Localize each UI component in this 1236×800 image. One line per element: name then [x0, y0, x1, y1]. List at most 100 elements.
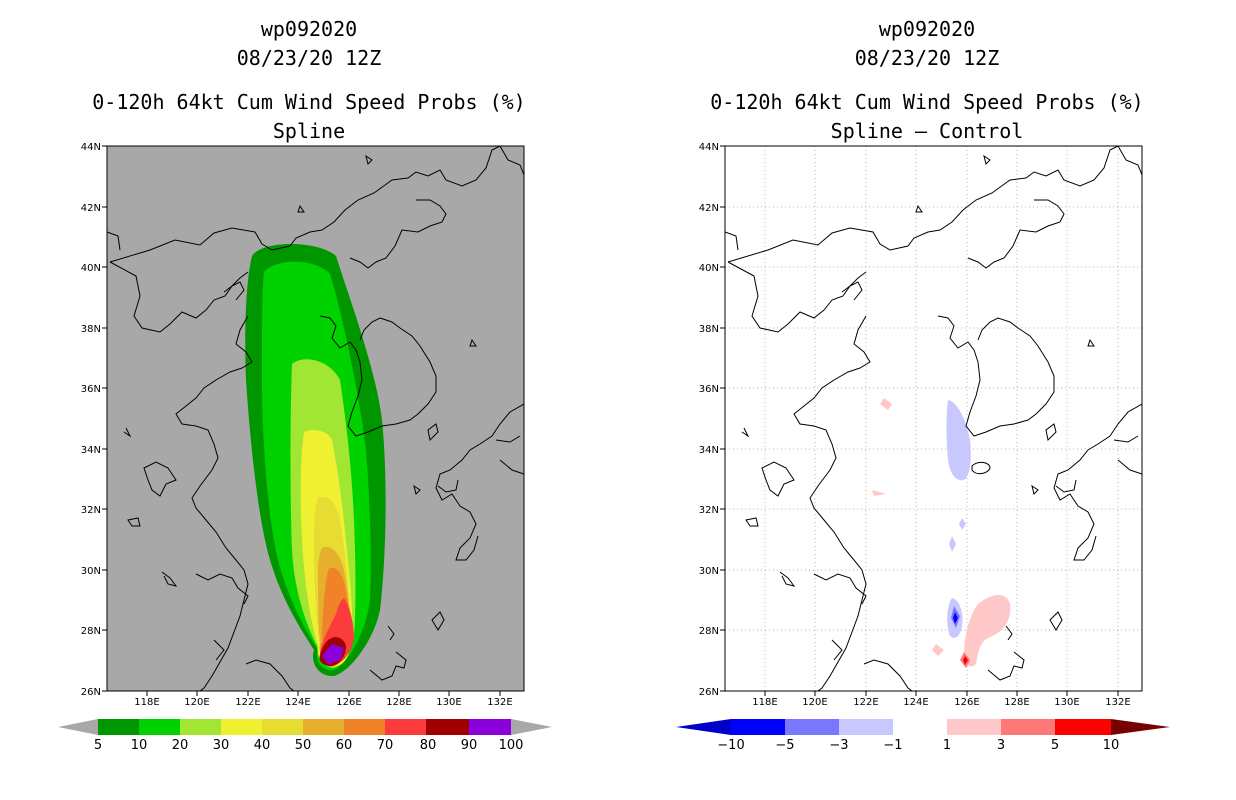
- colorbar-label: 40: [254, 738, 271, 753]
- spline-map: 26N 28N 30N 32N 34N 36N 38N 40N 42N 44N …: [58, 142, 552, 753]
- lon-label: 124E: [903, 697, 928, 708]
- lon-label: 118E: [752, 697, 777, 708]
- map-frame: [724, 145, 1143, 692]
- lat-label: 44N: [699, 142, 719, 153]
- diff-negative-region: [953, 612, 958, 624]
- lon-label: 122E: [853, 697, 878, 708]
- colorbar-label: 70: [377, 738, 394, 753]
- map-background: [725, 146, 1142, 691]
- lat-label: 40N: [81, 263, 101, 274]
- lat-label: 40N: [699, 263, 719, 274]
- colorbar-swatch: [180, 719, 221, 735]
- colorbar: 5 10 20 30 40 50 60 70 80 90 100: [58, 719, 552, 753]
- lon-axis: 118E 120E 122E 124E 126E 128E 130E 132E: [752, 691, 1131, 708]
- colorbar-label: 20: [172, 738, 189, 753]
- colorbar-over-arrow: [1111, 719, 1170, 735]
- colorbar-label: 3: [997, 738, 1005, 753]
- lon-label: 120E: [802, 697, 827, 708]
- datetime-label: 08/23/20 12Z: [854, 46, 1000, 70]
- colorbar-label: 10: [1103, 738, 1120, 753]
- lon-axis: 118E 120E 122E 124E 126E 128E 130E 132E: [134, 691, 513, 708]
- lat-label: 42N: [81, 203, 101, 214]
- lat-axis: 26N 28N 30N 32N 34N 36N 38N 40N 42N 44N: [699, 142, 725, 698]
- colorbar-label: 5: [94, 738, 102, 753]
- colorbar-swatch: [426, 719, 469, 735]
- coastline: [725, 146, 1142, 691]
- colorbar-swatch: [469, 719, 511, 735]
- lat-label: 26N: [699, 687, 719, 698]
- diff-positive-region: [964, 594, 1011, 667]
- colorbar-swatch: [785, 719, 839, 735]
- colorbar-swatch: [344, 719, 385, 735]
- diff-negative-region: [946, 400, 971, 481]
- colorbar-swatch: [262, 719, 303, 735]
- prob-contour-90: [322, 644, 344, 664]
- colorbar-label: −3: [829, 738, 848, 753]
- diff-positive-region: [872, 490, 886, 496]
- colorbar-label: 100: [499, 738, 524, 753]
- colorbar-over-arrow: [511, 719, 552, 735]
- lat-label: 42N: [699, 203, 719, 214]
- colorbar-swatch: [1055, 719, 1111, 735]
- panel-title: 0-120h 64kt Cum Wind Speed Probs (%): [710, 90, 1144, 114]
- lat-axis: 26N 28N 30N 32N 34N 36N 38N 40N 42N 44N: [81, 142, 107, 698]
- panel-subtitle: Spline – Control: [830, 119, 1024, 143]
- lat-label: 30N: [699, 566, 719, 577]
- datetime-label: 08/23/20 12Z: [236, 46, 382, 70]
- lon-label: 132E: [1105, 697, 1130, 708]
- colorbar-swatch: [1001, 719, 1055, 735]
- colorbar-swatch: [221, 719, 262, 735]
- colorbar-label: 1: [943, 738, 951, 753]
- colorbar-swatch: [839, 719, 893, 735]
- colorbar: −10 −5 −3 −1 1 3 5 10: [676, 719, 1170, 753]
- colorbar-under-arrow: [676, 719, 731, 735]
- colorbar-label: 30: [213, 738, 230, 753]
- lat-label: 32N: [81, 505, 101, 516]
- colorbar-swatch: [139, 719, 180, 735]
- lat-label: 36N: [81, 384, 101, 395]
- lon-label: 128E: [1004, 697, 1029, 708]
- lon-label: 128E: [386, 697, 411, 708]
- diff-positive-region: [880, 398, 892, 410]
- colorbar-label: 90: [461, 738, 478, 753]
- lat-label: 30N: [81, 566, 101, 577]
- diff-negative-region: [959, 518, 966, 530]
- panel-subtitle: Spline: [272, 119, 346, 143]
- colorbar-label: 5: [1051, 738, 1059, 753]
- storm-id-label: wp092020: [260, 17, 358, 41]
- map-frame: [106, 145, 525, 692]
- panel-title: 0-120h 64kt Cum Wind Speed Probs (%): [92, 90, 526, 114]
- coastline: [107, 146, 524, 691]
- diff-negative-region: [949, 536, 956, 552]
- lon-label: 124E: [285, 697, 310, 708]
- lon-label: 130E: [436, 697, 461, 708]
- colorbar-label: 50: [295, 738, 312, 753]
- storm-id-label: wp092020: [878, 17, 976, 41]
- colorbar-label: 80: [420, 738, 437, 753]
- diff-positive-region: [932, 644, 944, 656]
- colorbar-label: −5: [775, 738, 794, 753]
- lon-label: 126E: [954, 697, 979, 708]
- colorbar-swatch: [893, 719, 947, 735]
- lat-label: 26N: [81, 687, 101, 698]
- colorbar-label: −1: [883, 738, 902, 753]
- lat-label: 36N: [699, 384, 719, 395]
- lat-label: 28N: [699, 626, 719, 637]
- lat-label: 34N: [81, 445, 101, 456]
- lat-label: 38N: [699, 324, 719, 335]
- colorbar-swatch: [98, 719, 139, 735]
- colorbar-label: 10: [131, 738, 148, 753]
- difference-panel: wp092020 08/23/20 12Z 0-120h 64kt Cum Wi…: [618, 0, 1236, 800]
- lat-label: 44N: [81, 142, 101, 153]
- colorbar-label: −10: [717, 738, 744, 753]
- colorbar-swatch: [303, 719, 344, 735]
- colorbar-label: 60: [336, 738, 353, 753]
- spline-panel: wp092020 08/23/20 12Z 0-120h 64kt Cum Wi…: [58, 17, 552, 753]
- lat-label: 32N: [699, 505, 719, 516]
- lon-label: 126E: [336, 697, 361, 708]
- lon-label: 118E: [134, 697, 159, 708]
- grid-lines: [725, 146, 1142, 691]
- colorbar-swatch: [947, 719, 1001, 735]
- lat-label: 38N: [81, 324, 101, 335]
- lon-label: 130E: [1054, 697, 1079, 708]
